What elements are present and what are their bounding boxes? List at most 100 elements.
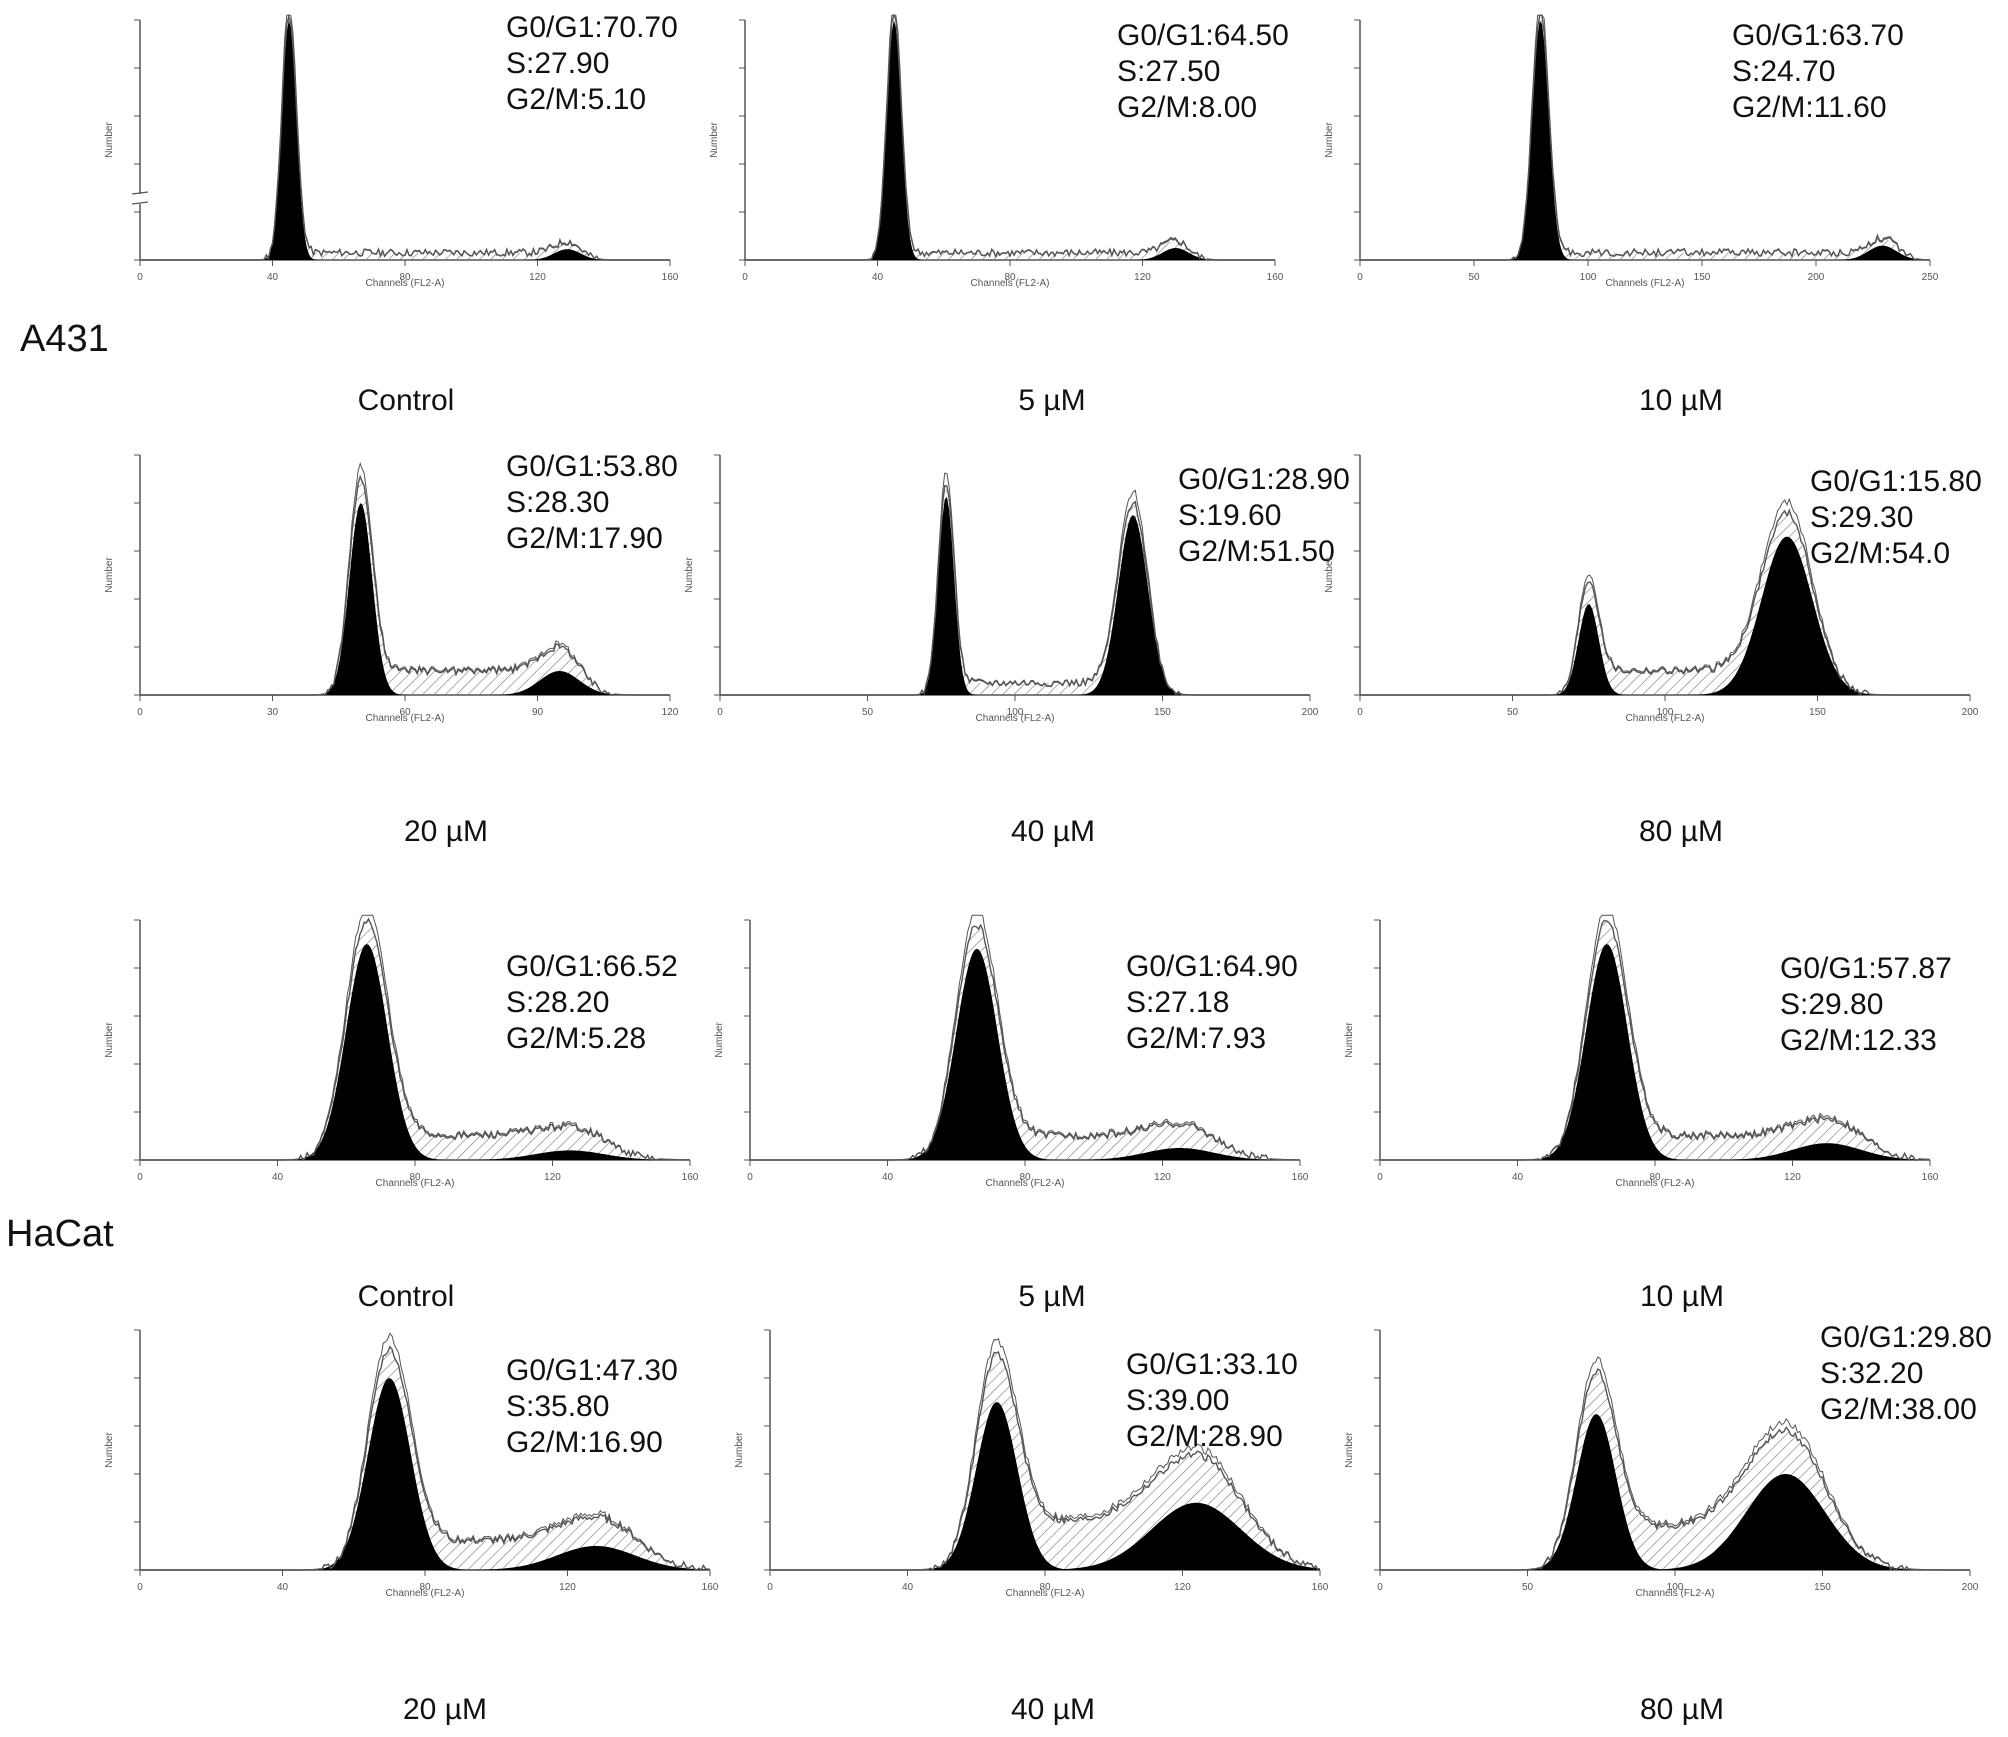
- histogram-hacat-80um: 0 50 100 150 200 Channels (FL2-A) Number G0/G1…: [1344, 1320, 2000, 1730]
- x-tick-label: 120: [1154, 1172, 1171, 1183]
- histogram-plot: 0 40 80 120 160 Channels (FL2-A) Number: [104, 13, 679, 289]
- x-axis-label: Channels (FL2-A): [1606, 278, 1685, 289]
- g2m-peak: [140, 1546, 710, 1570]
- x-tick-label: 160: [662, 272, 679, 283]
- x-tick-label: 120: [662, 707, 679, 718]
- x-tick-label: 100: [1667, 1582, 1684, 1593]
- x-axis-label: Channels (FL2-A): [386, 1588, 465, 1599]
- x-tick-label: 100: [1657, 707, 1674, 718]
- phase-stats: G0/G1:57.87 S:29.80 G2/M:12.33: [1780, 951, 1952, 1059]
- phase-stats: G0/G1:63.70 S:24.70 G2/M:11.60: [1732, 18, 1904, 126]
- x-tick-label: 80: [399, 272, 411, 283]
- x-tick-label: 160: [702, 1582, 719, 1593]
- x-tick-label: 50: [1522, 1582, 1534, 1593]
- x-tick-label: 0: [137, 1172, 143, 1183]
- histogram-plot: 0 40 80 120 160 Channels (FL2-A) Number: [104, 914, 699, 1189]
- g0g1-value: G0/G1:70.70: [506, 11, 678, 44]
- x-tick-label: 0: [1357, 272, 1363, 283]
- histogram-outline-2: [1380, 914, 1931, 1161]
- g0g1-value: G0/G1:47.30: [506, 1354, 678, 1387]
- x-tick-label: 0: [747, 1172, 753, 1183]
- histogram-outline-2: [1360, 14, 1930, 261]
- x-tick-label: 0: [742, 272, 748, 283]
- s-value: S:28.30: [506, 486, 610, 519]
- x-tick-label: 160: [1292, 1172, 1309, 1183]
- x-tick-label: 30: [267, 707, 279, 718]
- x-tick-label: 120: [544, 1172, 561, 1183]
- x-tick-label: 80: [1649, 1172, 1661, 1183]
- phase-stats: G0/G1:29.80 S:32.20 G2/M:38.00: [1820, 1320, 1992, 1428]
- g2m-peak: [1380, 1474, 1970, 1570]
- condition-label: Control: [357, 384, 455, 417]
- g2m-value: G2/M:8.00: [1117, 91, 1258, 124]
- x-tick-label: 0: [717, 707, 723, 718]
- s-value: S:27.50: [1117, 55, 1221, 88]
- g2m-peak: [750, 1148, 1300, 1160]
- y-axis-label: Number: [104, 1022, 115, 1058]
- x-tick-label: 160: [1267, 272, 1284, 283]
- g2m-value: G2/M:17.90: [506, 522, 663, 555]
- histogram-outline-2: [140, 14, 670, 261]
- y-axis-label: Number: [104, 1432, 115, 1468]
- g2m-value: G2/M:38.00: [1820, 1393, 1977, 1426]
- histogram-outline-2: [1360, 497, 1970, 696]
- g2m-peak: [1360, 536, 1970, 695]
- histogram-a431-80um: 0 50 100 150 200 Channels (FL2-A) Number G0/G1…: [1324, 445, 2000, 848]
- x-tick-label: 120: [529, 272, 546, 283]
- histogram-a431-20um: 0 30 60 90 120 Channels (FL2-A) Number G0/G1:5…: [104, 445, 700, 848]
- s-value: S:24.70: [1732, 55, 1836, 88]
- x-axis-label: Channels (FL2-A): [366, 278, 445, 289]
- histogram-a431-10um: 0 50 100 150 200 250 Channels (FL2-A) Number G0…: [1324, 10, 1960, 417]
- x-axis-label: Channels (FL2-A): [376, 1178, 455, 1189]
- x-axis-label: Channels (FL2-A): [1006, 1588, 1085, 1599]
- s-value: S:29.30: [1810, 501, 1914, 534]
- x-tick-label: 250: [1922, 272, 1939, 283]
- x-tick-label: 40: [1512, 1172, 1524, 1183]
- x-tick-label: 0: [1377, 1172, 1383, 1183]
- x-tick-label: 40: [872, 272, 884, 283]
- histogram-outline-2: [140, 1332, 711, 1571]
- g0g1-value: G0/G1:64.50: [1117, 19, 1289, 52]
- x-tick-label: 200: [1962, 707, 1979, 718]
- s-value: S:29.80: [1780, 988, 1884, 1021]
- g0g1-value: G0/G1:63.70: [1732, 19, 1904, 52]
- histogram-plot: 0 30 60 90 120 Channels (FL2-A) Number: [104, 454, 679, 724]
- x-tick-label: 120: [1784, 1172, 1801, 1183]
- x-tick-label: 120: [559, 1582, 576, 1593]
- x-tick-label: 120: [1134, 272, 1151, 283]
- x-tick-label: 160: [1922, 1172, 1939, 1183]
- x-tick-label: 160: [682, 1172, 699, 1183]
- x-axis-label: Channels (FL2-A): [971, 278, 1050, 289]
- condition-label: 10 µM: [1639, 384, 1723, 417]
- x-tick-label: 200: [1962, 1582, 1979, 1593]
- x-axis-label: Channels (FL2-A): [1626, 713, 1705, 724]
- histogram-outline-2: [140, 914, 690, 1162]
- histogram-a431-40um: 0 50 100 150 200 Channels (FL2-A) Number G0/G1…: [684, 445, 1350, 848]
- x-tick-label: 50: [862, 707, 874, 718]
- x-tick-label: 80: [409, 1172, 421, 1183]
- x-tick-label: 200: [1808, 272, 1825, 283]
- g2m-value: G2/M:5.28: [506, 1022, 647, 1055]
- s-value: S:19.60: [1178, 499, 1282, 532]
- s-value: S:39.00: [1126, 1384, 1230, 1417]
- x-tick-label: 50: [1507, 707, 1519, 718]
- x-tick-label: 0: [1357, 707, 1363, 718]
- g0g1-value: G0/G1:66.52: [506, 950, 678, 983]
- s-value: S:27.90: [506, 47, 610, 80]
- condition-label: 5 µM: [1018, 384, 1086, 417]
- g2m-value: G2/M:54.0: [1810, 537, 1951, 570]
- s-value: S:35.80: [506, 1390, 610, 1423]
- x-tick-label: 160: [1312, 1582, 1329, 1593]
- g2m-peak: [770, 1502, 1320, 1570]
- y-axis-label: Number: [1324, 557, 1335, 593]
- x-tick-label: 0: [137, 707, 143, 718]
- g2m-value: G2/M:11.60: [1732, 91, 1887, 124]
- s-value: S:28.20: [506, 986, 610, 1019]
- y-axis-label: Number: [714, 1022, 725, 1058]
- histogram-plot: 0 50 100 150 200 250 Channels (FL2-A) Number: [1324, 14, 1939, 289]
- histogram-plot: 0 50 100 150 200 Channels (FL2-A) Number: [1324, 454, 1979, 724]
- y-axis-label: Number: [1344, 1022, 1355, 1058]
- y-axis-label: Number: [104, 122, 115, 158]
- g2m-value: G2/M:16.90: [506, 1426, 663, 1459]
- s-value: S:32.20: [1820, 1357, 1924, 1390]
